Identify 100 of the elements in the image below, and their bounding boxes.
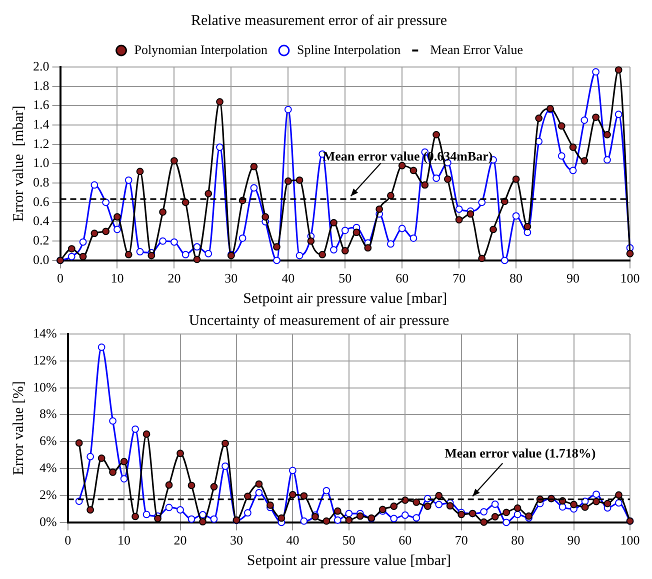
point	[626, 250, 634, 258]
point	[90, 181, 98, 189]
point	[580, 157, 588, 164]
y-axis-title: Error value [%]	[10, 381, 27, 476]
point	[341, 247, 349, 254]
point	[615, 491, 622, 499]
point	[322, 517, 330, 525]
point	[512, 212, 520, 220]
y-tick-label: 0.6	[33, 194, 50, 209]
point	[86, 452, 94, 460]
point	[244, 492, 252, 500]
point	[432, 174, 440, 182]
point	[278, 514, 286, 522]
point	[514, 504, 522, 512]
point	[490, 226, 497, 234]
x-tick-label: 50	[342, 532, 356, 548]
point	[90, 230, 98, 238]
point	[193, 243, 201, 251]
point	[387, 192, 394, 200]
point	[569, 144, 577, 151]
point	[154, 514, 162, 522]
x-tick-label: 80	[511, 532, 524, 548]
x-tick-label: 80	[510, 270, 523, 286]
point	[604, 130, 611, 138]
y-tick-label: 1.6	[33, 97, 50, 112]
point	[478, 198, 486, 206]
point	[376, 205, 384, 213]
point	[444, 175, 452, 183]
point	[273, 243, 280, 251]
point	[435, 500, 443, 508]
point	[188, 482, 196, 490]
y-tick-label: 10%	[32, 379, 57, 394]
point	[210, 483, 218, 490]
point	[478, 254, 486, 262]
point	[480, 508, 488, 516]
point	[176, 506, 184, 514]
y-tick-label: 1.4	[33, 116, 50, 132]
point	[210, 515, 218, 523]
x-tick-label: 30	[230, 532, 243, 548]
point	[124, 250, 132, 258]
point	[341, 226, 349, 234]
point	[204, 250, 212, 258]
y-tick-label: 0.2	[33, 232, 50, 248]
point	[330, 246, 338, 254]
point	[136, 248, 144, 256]
chart-title: Uncertainty of measurement of air pressure	[188, 312, 450, 329]
point	[581, 503, 589, 511]
point	[266, 501, 274, 509]
point	[455, 205, 463, 213]
point	[592, 498, 600, 506]
x-tick-label: 0	[64, 532, 72, 548]
y-tick-label: 8%	[39, 406, 57, 422]
chart-title: Relative measurement error of air pressure	[190, 12, 448, 29]
point	[176, 450, 184, 458]
point	[132, 425, 139, 433]
point	[614, 66, 622, 74]
point	[364, 244, 372, 252]
point	[182, 250, 190, 258]
point	[222, 462, 229, 470]
point	[615, 499, 622, 507]
legend-label: Polynomian Interpolation	[134, 42, 268, 57]
point	[102, 228, 110, 236]
y-tick-label: 6%	[39, 433, 57, 448]
point	[387, 240, 394, 248]
point	[424, 502, 432, 510]
point	[120, 458, 128, 466]
point	[250, 162, 258, 170]
y-tick-label: 0%	[39, 514, 57, 529]
point	[250, 184, 258, 192]
point	[170, 157, 178, 164]
point	[480, 518, 488, 526]
point	[466, 210, 474, 218]
point	[604, 156, 611, 164]
point	[262, 213, 270, 221]
point	[216, 98, 224, 106]
point	[188, 515, 196, 523]
point	[500, 256, 508, 264]
x-tick-label: 70	[454, 532, 468, 548]
x-tick-label: 10	[110, 270, 124, 286]
point	[512, 175, 520, 183]
x-tick-label: 100	[620, 532, 640, 548]
point	[102, 198, 110, 206]
point	[238, 234, 246, 242]
point	[114, 226, 121, 234]
point	[289, 466, 296, 474]
point	[558, 122, 566, 130]
point	[592, 490, 600, 498]
y-tick-label: 12%	[32, 352, 57, 368]
point	[604, 500, 612, 508]
point	[446, 502, 454, 510]
point	[435, 492, 443, 500]
y-tick-label: 1.0	[33, 155, 50, 170]
point	[273, 256, 280, 264]
x-tick-label: 20	[174, 532, 187, 548]
point	[558, 152, 566, 160]
point	[148, 252, 156, 260]
point	[222, 440, 229, 448]
point	[398, 224, 406, 232]
point	[142, 510, 150, 518]
point	[345, 516, 353, 524]
